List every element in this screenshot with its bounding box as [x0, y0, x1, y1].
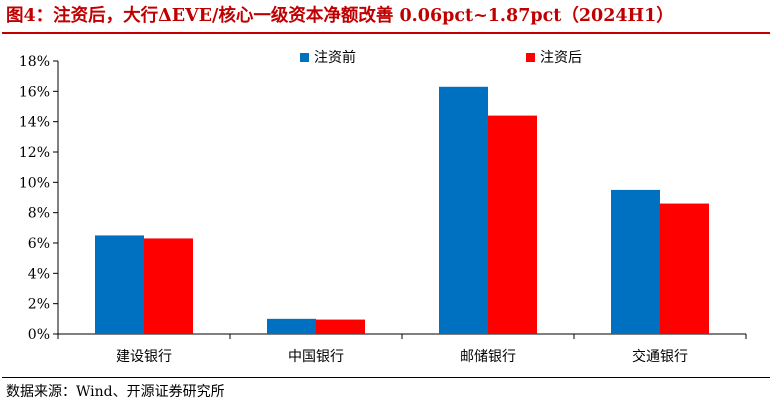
y-tick-label: 4%: [28, 266, 50, 282]
x-tick-label: 交通银行: [632, 348, 688, 365]
legend-label: 注资前: [314, 49, 356, 66]
bar-before: [267, 318, 316, 334]
x-tick-label: 建设银行: [116, 349, 172, 365]
x-tick-label: 中国银行: [288, 349, 344, 365]
y-tick-label: 6%: [28, 236, 50, 252]
bar-after: [144, 238, 193, 334]
legend-label: 注资后: [540, 50, 582, 66]
y-tick-label: 2%: [28, 297, 50, 313]
bar-chart: 0% 2% 4% 6% 8% 10% 12% 14% 16% 18% 建设银行 中国银行 邮储银行 交通银…: [19, 49, 747, 365]
bar-before: [439, 86, 488, 335]
bar-after: [660, 203, 709, 334]
legend-swatch: [526, 53, 535, 62]
y-tick-label: 18%: [19, 54, 50, 70]
y-tick-label: 14%: [19, 115, 50, 131]
title-underline: [2, 32, 770, 34]
y-tick-label: 10%: [19, 175, 50, 191]
figure-title: 图4：注资后，大行ΔEVE/核心一级资本净额改善 0.06pct~1.87pct…: [6, 6, 674, 26]
y-tick-label: 8%: [28, 206, 50, 222]
legend-swatch: [300, 53, 309, 62]
y-tick-label: 16%: [19, 84, 50, 100]
bar-before: [611, 189, 660, 334]
source-divider: [2, 377, 770, 378]
bar-before: [95, 235, 144, 334]
y-tick-label: 12%: [19, 145, 50, 161]
data-source-note: 数据来源：Wind、开源证券研究所: [6, 384, 225, 400]
bar-after: [488, 115, 537, 334]
x-tick-label: 邮储银行: [460, 349, 516, 365]
y-tick-label: 0%: [28, 327, 50, 343]
bar-after: [316, 319, 365, 334]
